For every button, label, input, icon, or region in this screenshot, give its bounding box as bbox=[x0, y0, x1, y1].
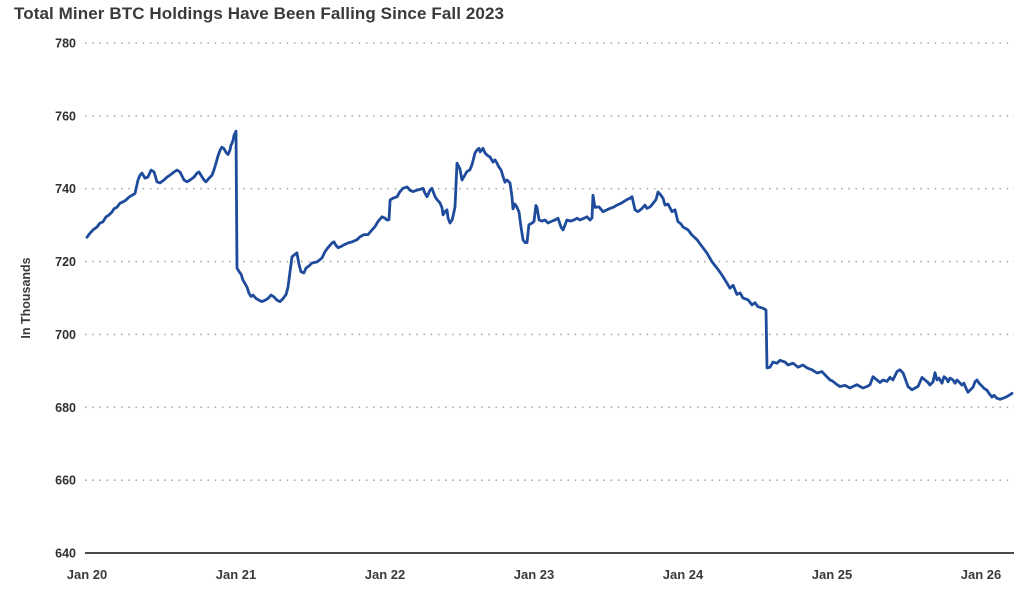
x-tick-label: Jan 23 bbox=[514, 567, 554, 582]
x-tick-label: Jan 24 bbox=[663, 567, 704, 582]
x-tick-labels: Jan 20 Jan 21 Jan 22 Jan 23 Jan 24 Jan 25 Jan … bbox=[67, 567, 1001, 582]
y-tick-label: 700 bbox=[55, 328, 76, 342]
y-tick-label: 660 bbox=[55, 474, 76, 488]
x-tick-label: Jan 22 bbox=[365, 567, 405, 582]
chart-title: Total Miner BTC Holdings Have Been Falli… bbox=[14, 4, 505, 23]
y-tick-label: 780 bbox=[55, 37, 76, 51]
y-tick-label: 680 bbox=[55, 401, 76, 415]
btc-holdings-line bbox=[85, 129, 1014, 401]
y-gridlines bbox=[85, 42, 1014, 481]
y-tick-labels: 780 760 740 720 700 680 660 640 bbox=[55, 37, 76, 561]
x-tick-label: Jan 21 bbox=[216, 567, 256, 582]
x-tick-label: Jan 26 bbox=[961, 567, 1001, 582]
x-tick-label: Jan 25 bbox=[812, 567, 852, 582]
y-tick-label: 720 bbox=[55, 255, 76, 269]
y-tick-label: 740 bbox=[55, 182, 76, 196]
y-tick-label: 640 bbox=[55, 547, 76, 561]
x-tick-label: Jan 20 bbox=[67, 567, 107, 582]
y-tick-label: 760 bbox=[55, 109, 76, 123]
